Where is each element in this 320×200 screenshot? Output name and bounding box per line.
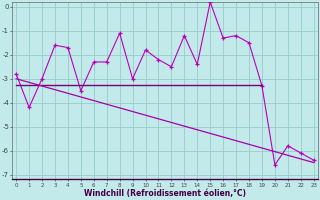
X-axis label: Windchill (Refroidissement éolien,°C): Windchill (Refroidissement éolien,°C) [84,189,246,198]
